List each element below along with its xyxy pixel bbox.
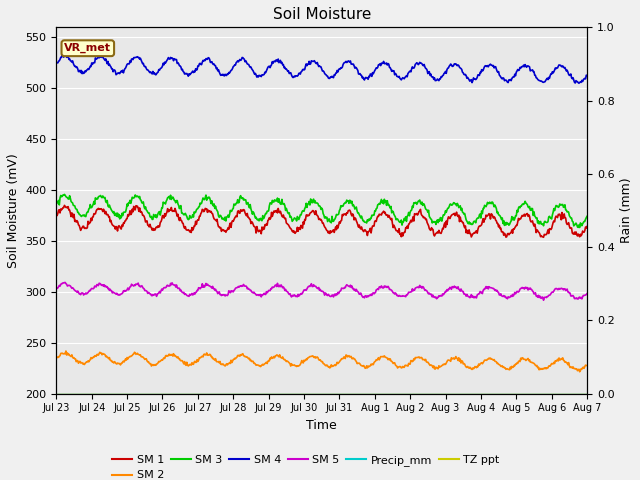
Title: Soil Moisture: Soil Moisture [273,7,371,22]
Y-axis label: Rain (mm): Rain (mm) [620,178,633,243]
Legend: SM 1, SM 2, SM 3, SM 4, SM 5, Precip_mm, TZ ppt: SM 1, SM 2, SM 3, SM 4, SM 5, Precip_mm,… [108,450,504,480]
Text: VR_met: VR_met [64,43,111,53]
X-axis label: Time: Time [307,419,337,432]
Y-axis label: Soil Moisture (mV): Soil Moisture (mV) [7,153,20,268]
